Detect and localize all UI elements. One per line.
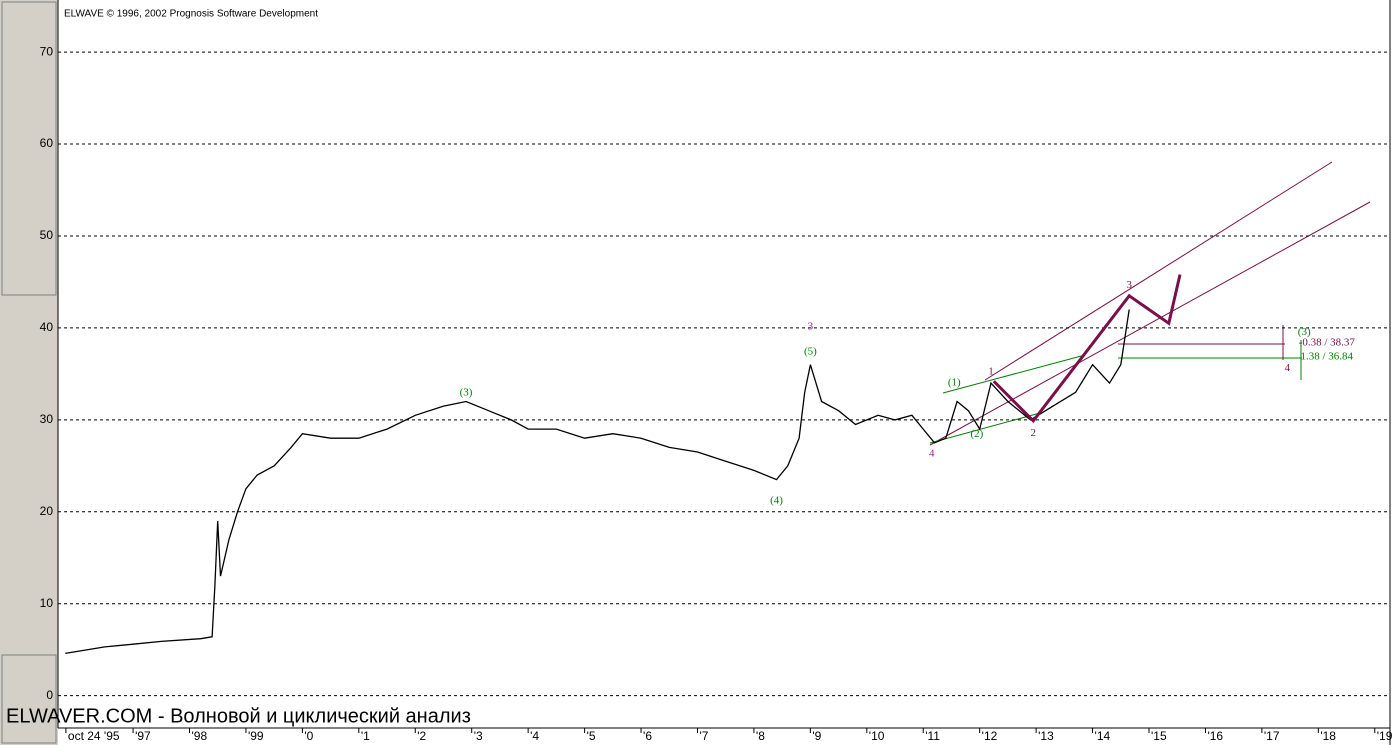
wave-label: (3) xyxy=(460,387,473,399)
wave-label: (4) xyxy=(770,494,783,506)
wave-label: 1 xyxy=(988,366,994,378)
x-tick-label: '5 xyxy=(587,729,596,743)
watermark: ELWAVER.COM - Волновой и циклический ана… xyxy=(6,705,471,727)
x-tick-label: '19 xyxy=(1377,729,1393,743)
x-tick-label: '10 xyxy=(869,729,885,743)
channel-lines xyxy=(929,161,1371,446)
x-tick-label: '4 xyxy=(530,729,539,743)
x-tick-label: '8 xyxy=(756,729,765,743)
x-tick-label: '7 xyxy=(699,729,708,743)
y-tick-label: 50 xyxy=(40,228,54,242)
y-axis-panel xyxy=(0,0,58,745)
wave-label: -0.38 / 38.37 xyxy=(1299,336,1356,348)
x-tick-label: '2 xyxy=(417,729,426,743)
wave-label: 3 xyxy=(808,321,814,333)
x-tick-label: '15 xyxy=(1151,729,1167,743)
x-tick-label: '13 xyxy=(1038,729,1054,743)
wave-label: (2) xyxy=(970,428,983,440)
x-tick-label: '99 xyxy=(248,729,264,743)
x-tick-label: '16 xyxy=(1207,729,1223,743)
x-tick-label: '98 xyxy=(192,729,208,743)
wave-label: 4 xyxy=(929,447,935,459)
y-tick-label: 40 xyxy=(40,320,54,334)
x-tick-label: '6 xyxy=(643,729,652,743)
wave-label: (3) xyxy=(1298,326,1311,338)
wave-label: 4 xyxy=(1285,362,1291,374)
channel-line xyxy=(984,161,1333,381)
wave-label: 3 xyxy=(1126,279,1132,291)
x-tick-label: '11 xyxy=(925,729,940,743)
x-tick-label: oct 24 '95 xyxy=(68,729,120,743)
price-line xyxy=(65,309,1130,655)
chart-title: ELWAVE © 1996, 2002 Prognosis Software D… xyxy=(64,9,318,20)
x-tick-label: '9 xyxy=(812,729,821,743)
x-tick-label: '0 xyxy=(304,729,313,743)
x-tick-label: '1 xyxy=(361,729,370,743)
wave-label: (1) xyxy=(948,377,961,389)
wave-label: 2 xyxy=(1031,427,1037,439)
y-tick-label: 10 xyxy=(40,596,54,610)
wave-label: 1.38 / 36.84 xyxy=(1301,351,1354,363)
wave-label: (5) xyxy=(804,345,817,357)
channel-line xyxy=(929,412,1041,444)
y-tick-label: 20 xyxy=(40,504,54,518)
x-tick-label: '12 xyxy=(982,729,998,743)
x-tick-label: '3 xyxy=(474,729,483,743)
y-tick-label: 70 xyxy=(40,44,54,58)
y-tick-label: 0 xyxy=(46,688,53,702)
channel-line xyxy=(942,354,1086,394)
y-tick-label: 60 xyxy=(40,136,54,150)
channel-line xyxy=(929,201,1371,446)
x-tick-label: '18 xyxy=(1320,729,1336,743)
panel-bevel xyxy=(1,1,57,296)
x-tick-label: '97 xyxy=(135,729,151,743)
x-tick-label: '14 xyxy=(1095,729,1111,743)
panel-bevel xyxy=(1,654,57,744)
x-tick-label: '17 xyxy=(1264,729,1280,743)
price-line xyxy=(992,274,1182,424)
y-tick-label: 30 xyxy=(40,412,54,426)
